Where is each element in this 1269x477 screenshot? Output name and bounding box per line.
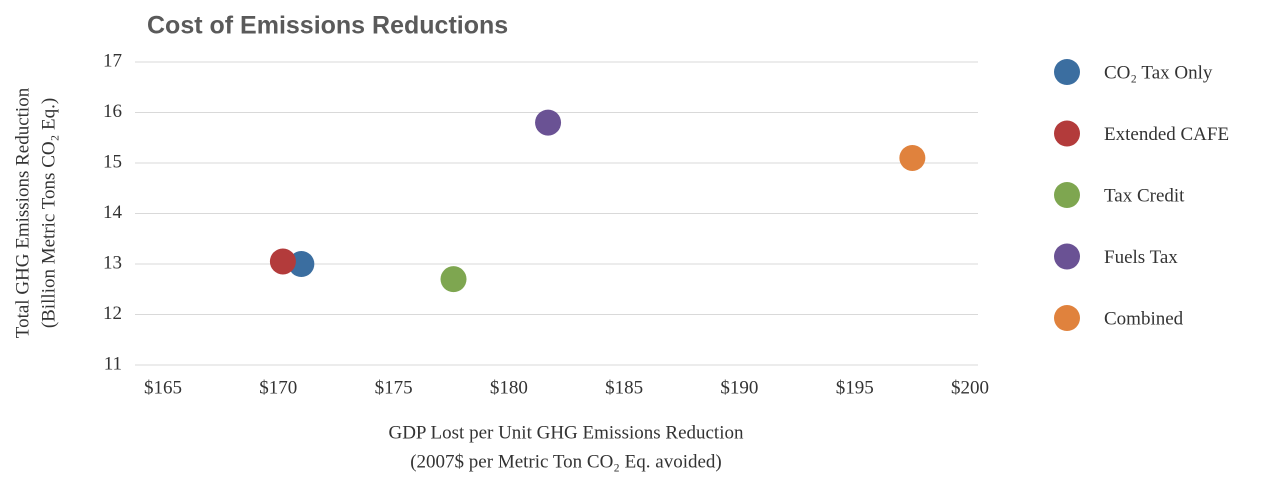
scatter-point xyxy=(440,266,467,293)
x-axis-label: GDP Lost per Unit GHG Emissions Reductio… xyxy=(388,422,744,443)
y-tick-label: 13 xyxy=(103,252,122,273)
y-tick-label: 11 xyxy=(104,353,122,374)
legend-marker xyxy=(1054,305,1080,331)
legend-marker xyxy=(1054,182,1080,208)
y-tick-label: 12 xyxy=(103,303,122,324)
legend-label: Extended CAFE xyxy=(1104,124,1229,145)
legend-label: Fuels Tax xyxy=(1104,247,1178,268)
scatter-point xyxy=(899,144,926,171)
scatter-point xyxy=(269,248,296,275)
y-axis-label: Total GHG Emissions Reduction xyxy=(12,87,33,338)
y-tick-label: 15 xyxy=(103,151,122,172)
y-tick-label: 16 xyxy=(103,101,122,122)
legend-label: Tax Credit xyxy=(1104,185,1185,206)
x-tick-label: $200 xyxy=(951,377,989,398)
scatter-point xyxy=(535,109,562,136)
legend-label: Combined xyxy=(1104,308,1184,329)
x-tick-label: $170 xyxy=(259,377,297,398)
x-tick-label: $195 xyxy=(836,377,874,398)
legend-label: CO₂ Tax Only xyxy=(1104,62,1213,83)
y-tick-label: 14 xyxy=(103,202,123,223)
x-tick-label: $180 xyxy=(490,377,528,398)
y-tick-label: 17 xyxy=(103,50,122,71)
y-axis-label: (Billion Metric Tons CO₂ Eq.) xyxy=(38,98,59,328)
x-tick-label: $190 xyxy=(720,377,758,398)
legend-marker xyxy=(1054,120,1080,147)
legend-marker xyxy=(1054,243,1080,270)
x-tick-label: $185 xyxy=(605,377,643,398)
chart-title: Cost of Emissions Reductions xyxy=(147,12,508,40)
x-axis-label: (2007$ per Metric Ton CO₂ Eq. avoided) xyxy=(410,451,722,472)
x-tick-label: $175 xyxy=(375,377,413,398)
x-tick-label: $165 xyxy=(144,377,182,398)
legend-marker xyxy=(1054,59,1080,85)
